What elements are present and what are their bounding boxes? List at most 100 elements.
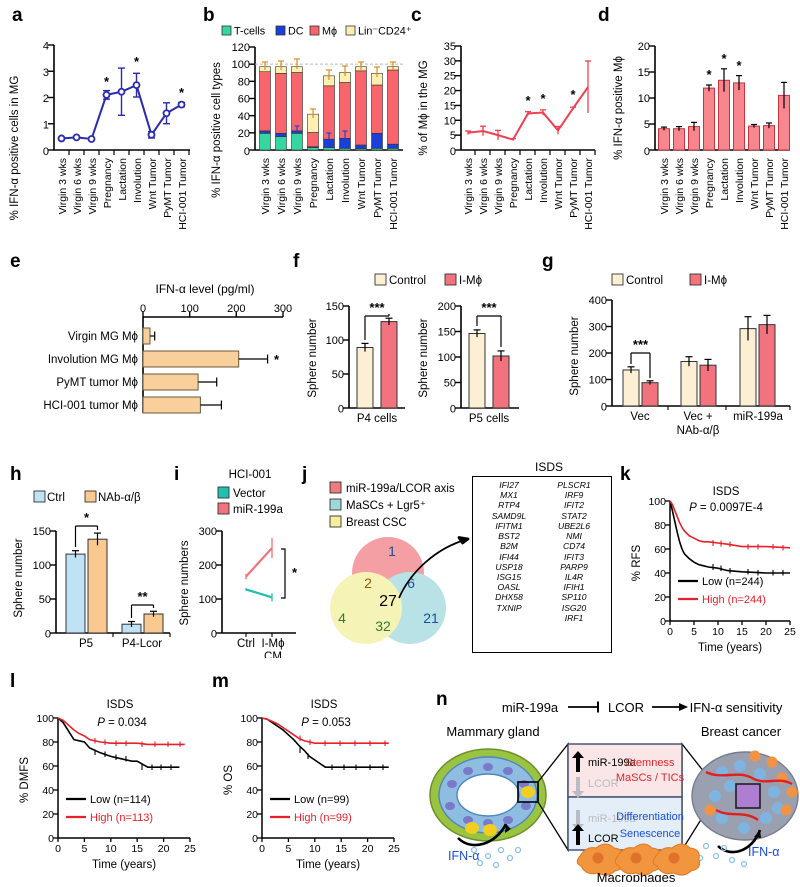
panel-a-letter: a (12, 5, 23, 26)
svg-text:80: 80 (42, 737, 54, 749)
panel-c-letter: c (411, 5, 422, 26)
panel-l-curve-low (57, 717, 180, 768)
svg-text:100: 100 (199, 594, 217, 606)
gene-item: PARP9 (560, 561, 588, 572)
gene-item: IFIH1 (563, 582, 585, 593)
svg-text:80: 80 (246, 737, 258, 749)
gene-item: IFITM1 (495, 520, 523, 531)
svg-text:25: 25 (388, 843, 400, 855)
panel-j-legend-2: Breast CSC (346, 517, 407, 529)
svg-text:50: 50 (444, 378, 456, 390)
panel-n-lower-item-0: miR-199a (588, 813, 637, 825)
svg-text:100: 100 (36, 713, 54, 725)
panel-f-sig-0: *** (369, 300, 385, 315)
svg-text:100: 100 (181, 303, 199, 315)
panel-i-line-vector (245, 588, 273, 599)
svg-text:0: 0 (55, 843, 61, 855)
svg-text:40: 40 (654, 568, 666, 580)
panel-e-letter: e (10, 251, 21, 272)
svg-text:0: 0 (660, 616, 666, 628)
panel-e-title: IFN-α level (pg/ml) (156, 282, 255, 296)
gene-item: UBE2L6 (557, 520, 590, 531)
panel-k-curve-high (669, 500, 791, 549)
svg-text:*: * (104, 74, 110, 89)
panel-l-letter: l (10, 671, 16, 692)
gene-item: STAT2 (561, 510, 587, 521)
svg-text:50: 50 (39, 594, 51, 606)
panel-h-legend-0: Ctrl (47, 492, 65, 504)
svg-text:0: 0 (211, 629, 217, 641)
svg-text:*: * (736, 58, 742, 73)
panel-a-xtick-1: Virgin 6 wks (72, 158, 84, 214)
panel-i-ylabel: Sphere numbers (179, 540, 191, 625)
svg-text:100: 100 (33, 560, 51, 572)
gene-item: USP18 (495, 561, 523, 572)
venn-count-center: 27 (379, 593, 397, 610)
panel-e-ylabel-1: Involution MG Mϕ (48, 354, 138, 366)
panel-l-title: ISDS (107, 699, 134, 711)
panel-a-xtick-0: Virgin 3 wks (57, 158, 69, 214)
panel-a-xtick-6: Wnt Tumor (147, 157, 159, 209)
panel-j-legend-0: miR-199a/LCOR axis (346, 483, 455, 495)
svg-text:150: 150 (326, 301, 344, 313)
venn-count-masc-only: 21 (423, 610, 439, 626)
panel-d-xtick-1: Virgin 6 wks (674, 158, 686, 214)
svg-text:0: 0 (140, 303, 146, 315)
svg-text:5: 5 (644, 119, 650, 131)
svg-text:200: 200 (438, 301, 456, 313)
panel-e: e IFN-α level (pg/ml) 0 100 200 300 * Vi… (0, 248, 300, 440)
gene-item: IRF1 (564, 612, 584, 623)
svg-text:60: 60 (654, 544, 666, 556)
panel-f-ylabel-0: Sphere number (307, 318, 319, 397)
svg-text:30: 30 (444, 56, 456, 68)
panel-h-sig-1: ** (137, 589, 148, 604)
panel-k-chart: ISDS P = 0.0097E-4 % RFS 100 80 60 40 20… (631, 486, 796, 654)
venn-circle-breastcsc (330, 572, 402, 644)
gene-item: DHX58 (495, 592, 523, 603)
svg-text:0: 0 (252, 833, 258, 845)
svg-text:5: 5 (81, 843, 87, 855)
panel-b-legend-1: DC (288, 26, 304, 38)
panel-l-legend-low: Low (n=114) (90, 794, 151, 806)
svg-text:300: 300 (274, 303, 292, 315)
panel-m-curve-low (261, 717, 389, 768)
panel-d: d % IFN-α positive Mϕ 20 15 10 5 0 (598, 0, 800, 245)
panel-k-ylabel: % RFS (631, 544, 643, 581)
gene-item: MX1 (500, 490, 518, 501)
panel-n-lower-box (567, 796, 683, 851)
svg-text:50: 50 (332, 369, 344, 381)
svg-text:0: 0 (48, 833, 54, 845)
up-arrow-icon (572, 751, 584, 772)
panel-l-xlabel: Time (years) (92, 859, 156, 871)
breast-cancer-graphic: IFN-α (691, 750, 799, 868)
panel-e-ylabel-0: Virgin MG Mϕ (68, 331, 138, 343)
gene-item: B2M (500, 541, 518, 552)
svg-text:0: 0 (43, 146, 49, 158)
svg-text:0: 0 (338, 404, 344, 416)
panel-c-xtick-7: PyMT Tumor (568, 158, 580, 218)
panel-n-lower-outcome-0: Differentiation (616, 811, 684, 823)
panel-f-legend-1: I-Mϕ (459, 275, 482, 287)
panel-i-xtick-1a: I-Mϕ (261, 638, 284, 650)
svg-text:10: 10 (105, 843, 117, 855)
svg-text:0: 0 (450, 146, 456, 158)
gene-column-1: IFI27 MX1 RTP4 SAMD9L IFITM1 BST2 B2M IF… (479, 480, 539, 613)
panel-e-sig-involution: * (274, 352, 280, 367)
panel-k-legend-high: High (n=244) (702, 594, 766, 606)
panel-h-sig-0: * (84, 510, 90, 525)
gene-item: IFI27 (499, 480, 519, 490)
panel-h-xtick-0: P5 (79, 638, 93, 650)
svg-text:20: 20 (42, 809, 54, 821)
panel-n-upper-box (567, 743, 683, 798)
panel-b-xtick-0: Virgin 3 wks (260, 158, 272, 214)
panel-f-xlabel-1: P5 cells (469, 413, 510, 425)
venn-count-mir-masc: 6 (407, 575, 415, 591)
svg-text:150: 150 (33, 526, 51, 538)
panel-b-xtick-2: Virgin 9 wks (292, 158, 304, 214)
svg-text:20: 20 (444, 86, 456, 98)
panel-m-chart: ISDS P = 0.053 % OS 100 80 60 40 20 0 0 … (223, 699, 400, 871)
svg-text:15: 15 (335, 843, 347, 855)
svg-text:25: 25 (444, 71, 456, 83)
panel-k-title: ISDS (713, 486, 740, 498)
panel-a: a % IFN-α positive cells in MG 4 3 2 1 0 (0, 0, 200, 245)
